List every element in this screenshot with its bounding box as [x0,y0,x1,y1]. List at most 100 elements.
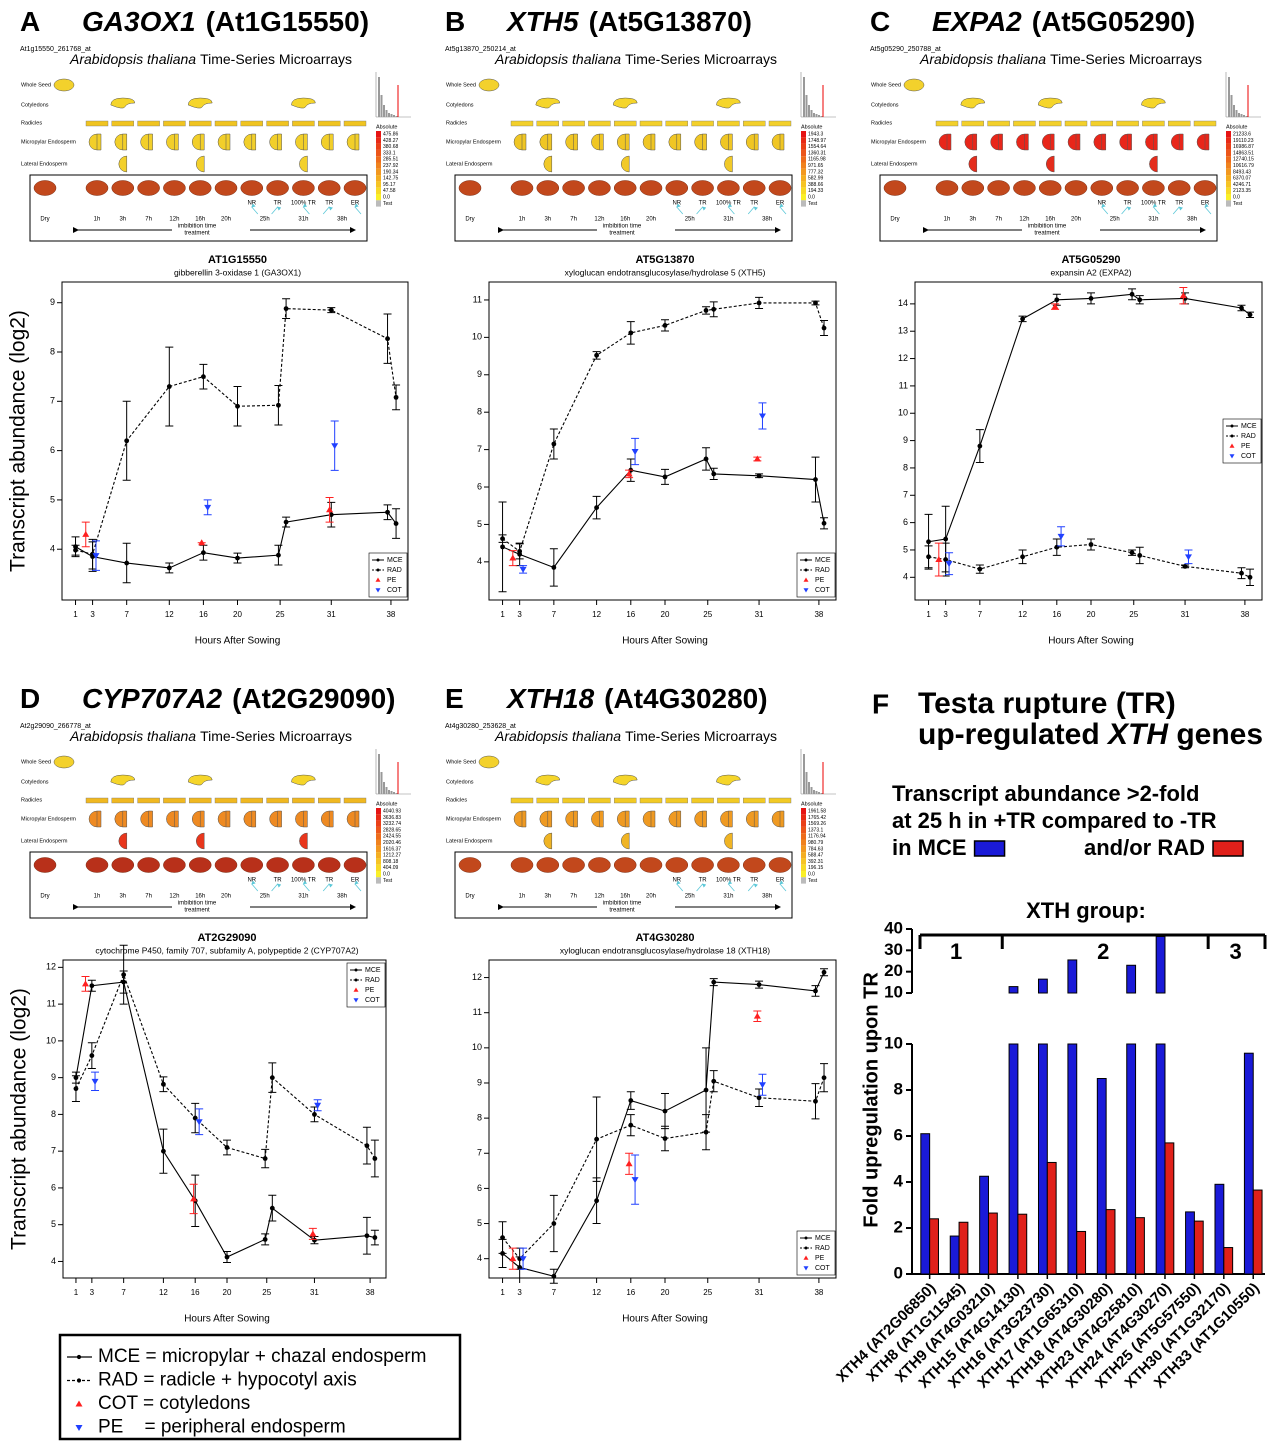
efp-micropylar [346,133,360,151]
efp-micropylar [346,810,360,828]
efp-time-label: 31h [723,217,733,223]
legend-label: PE [387,577,397,584]
series-line [502,972,825,1277]
y-tick-label: 11 [473,1007,482,1017]
marker [372,1235,378,1240]
efp-treatment-label: 100% TR [716,201,742,207]
efp-hist-bar [803,754,805,794]
efp-time-label: 7h [145,217,152,223]
marker [551,441,557,447]
efp-scale-swatch [1226,143,1231,150]
efp-scale-swatch [801,858,806,865]
efp-scale-swatch [376,826,381,834]
x-tick-label: 16 [626,1288,635,1297]
efp-subtitle: Arabidopsis thaliana Time-Series Microarr… [919,51,1202,67]
legend-label: COT [815,587,831,594]
efp-micropylar [513,810,527,828]
efp-lateral [299,832,308,850]
efp-hist-bar [383,105,385,117]
efp-time-label: 38h [1187,217,1197,223]
efp-micropylar [1016,133,1029,151]
efp-seed [665,857,689,873]
marker [364,1143,370,1149]
efp-seed [613,180,637,196]
efp-scale-swatch [801,820,806,827]
efp-time-label: 16h [620,894,630,900]
efp-hist-bar [815,791,818,794]
marker [509,1255,517,1262]
marker [89,983,95,989]
bar [1096,1078,1107,1275]
efp-micropylar [565,810,578,828]
y-tick-label: 10 [472,1042,482,1052]
efp-time-label: 16h [195,894,205,900]
marker [594,1198,599,1204]
efp-subtitle-text: Time-Series Microarrays [625,51,777,67]
efp-hist-bar [820,793,823,794]
efp-treatment-arrow [727,203,735,215]
panel-label: C [870,6,890,37]
marker [1229,443,1235,448]
efp-micropylar [166,133,179,151]
efp-scale-swatch [1226,187,1231,194]
marker [375,588,381,593]
marker [124,560,130,566]
legend-label: MCE [815,1235,831,1242]
efp-seed [691,857,714,873]
efp-radicle [240,797,264,804]
efp-radicle [665,120,688,127]
efp-micropylar [694,810,707,828]
efp-lateral [196,155,205,173]
efp-scale-swatch [801,814,806,821]
efp-treatment-label: NR [672,201,681,207]
x-tick-label: 16 [626,610,635,619]
efp-scale-title: Absolute [1226,124,1247,130]
efp-seed [214,180,238,196]
efp-scale-swatch [801,877,806,884]
marker [364,1233,370,1239]
y-tick-label: 7 [477,1148,482,1158]
x-tick-label: 20 [661,610,670,619]
efp-radicle [292,797,315,804]
efp-treatment-label: ER [776,878,785,884]
efp-seed [742,857,766,873]
efp-treatment-label: ER [351,201,360,207]
efp-scale-swatch [801,156,806,163]
y-tick-label: 20 [884,961,903,980]
x-tick-label: 25 [703,1288,712,1297]
efp-row-label: Lateral Endosperm [21,161,68,167]
efp-treatment-label: TR [1124,201,1133,207]
x-axis-label: Hours After Sowing [195,636,281,647]
efp-scale-label: Test [808,878,818,884]
marker [376,568,380,572]
efp-seed [85,180,109,196]
efp-seed [768,180,792,196]
marker [195,1119,203,1126]
marker [756,300,762,306]
efp-hist-bar [1233,105,1235,117]
efp-hist-bar [380,772,383,794]
series-line [75,973,376,1160]
efp-radicle [691,120,714,127]
efp-hist-bar [808,105,810,117]
y-tick-label: 8 [477,1112,482,1122]
efp-seed [613,857,637,873]
legend-label: COT [1241,453,1257,460]
efp-time-label: 1h [519,894,526,900]
efp-seed [163,857,186,873]
efp-radicle [588,797,611,804]
efp-scale-label: 388.66 [808,182,824,188]
legend-label: COT [387,587,403,594]
efp-time-label: 20h [221,217,231,223]
marker [1137,297,1143,303]
marker [821,325,827,331]
x-tick-label: 1 [73,610,78,619]
efp-radicle [163,797,186,804]
efp-row-label: Cotyledons [871,102,899,108]
efp-time-label: 3h [544,217,551,223]
marker [198,539,206,546]
efp-time-label: 38h [337,217,347,223]
efp-scale-label: 1765.42 [808,815,826,821]
efp-radicle [111,797,135,804]
marker [926,554,931,560]
